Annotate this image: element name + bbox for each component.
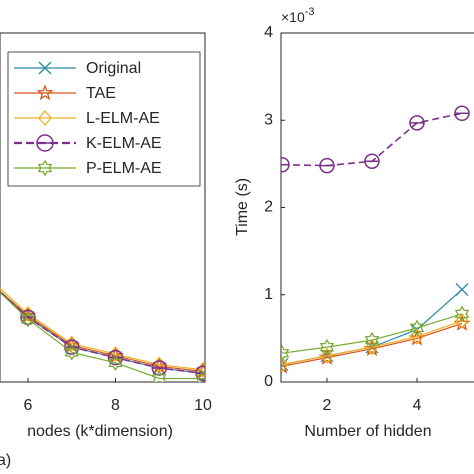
series-line bbox=[281, 322, 463, 367]
y-tick-label: 3 bbox=[264, 111, 273, 128]
marker bbox=[365, 339, 379, 356]
marker bbox=[281, 156, 290, 173]
x-tick-label: 10 bbox=[194, 397, 212, 414]
legend-label: TAE bbox=[86, 85, 116, 102]
marker bbox=[38, 110, 52, 126]
marker bbox=[320, 347, 334, 364]
marker bbox=[409, 115, 425, 131]
marker bbox=[64, 344, 79, 361]
x-axis-label: nodes (k*dimension) bbox=[27, 423, 173, 440]
y-tick-label: 4 bbox=[264, 24, 273, 41]
series-line bbox=[0, 291, 203, 380]
caption: a) bbox=[0, 452, 11, 469]
x-tick-label: 4 bbox=[413, 397, 422, 414]
marker bbox=[195, 365, 205, 382]
marker bbox=[281, 356, 289, 373]
series-line bbox=[281, 112, 463, 167]
legend: Original TAE L-ELM-AE K-ELM-AE P-ELM-AE bbox=[7, 51, 201, 187]
exponent-power: -3 bbox=[305, 6, 315, 18]
legend-label: Original bbox=[86, 60, 141, 77]
marker bbox=[281, 344, 290, 362]
x-axis-label: Number of hidden bbox=[304, 423, 431, 440]
marker bbox=[37, 159, 53, 177]
legend-label: L-ELM-AE bbox=[86, 110, 160, 127]
marker bbox=[455, 312, 469, 329]
marker bbox=[195, 370, 205, 382]
marker bbox=[364, 331, 380, 349]
marker bbox=[152, 370, 167, 382]
y-tick-label: 0 bbox=[264, 373, 273, 390]
plot-frame bbox=[0, 32, 206, 383]
x-tick-label: 8 bbox=[111, 397, 120, 414]
x-tick-label: 2 bbox=[323, 397, 332, 414]
marker bbox=[38, 61, 52, 75]
marker bbox=[107, 349, 124, 366]
x-tick-label: 6 bbox=[24, 397, 33, 414]
marker bbox=[36, 84, 54, 101]
y-axis-label: Time (s) bbox=[234, 178, 251, 236]
marker bbox=[454, 105, 470, 122]
legend-label: P-ELM-AE bbox=[86, 160, 162, 177]
marker bbox=[319, 157, 335, 174]
marker bbox=[36, 134, 54, 152]
y-tick-label: 2 bbox=[264, 199, 273, 216]
marker bbox=[20, 310, 36, 328]
exponent-base: ×10 bbox=[281, 9, 305, 25]
legend-label: K-ELM-AE bbox=[86, 135, 162, 152]
y-tick-label: 1 bbox=[264, 286, 273, 303]
series-line bbox=[0, 287, 204, 371]
marker bbox=[319, 338, 335, 356]
marker bbox=[409, 319, 425, 337]
marker bbox=[108, 354, 123, 372]
marker bbox=[455, 283, 469, 296]
marker bbox=[454, 305, 470, 323]
marker bbox=[364, 153, 380, 170]
marker bbox=[410, 328, 424, 345]
y-exponent: ×10-3 bbox=[281, 6, 315, 25]
plot-area bbox=[281, 105, 471, 374]
marker bbox=[151, 360, 167, 376]
series-line bbox=[281, 313, 463, 354]
plot-area bbox=[0, 287, 205, 382]
